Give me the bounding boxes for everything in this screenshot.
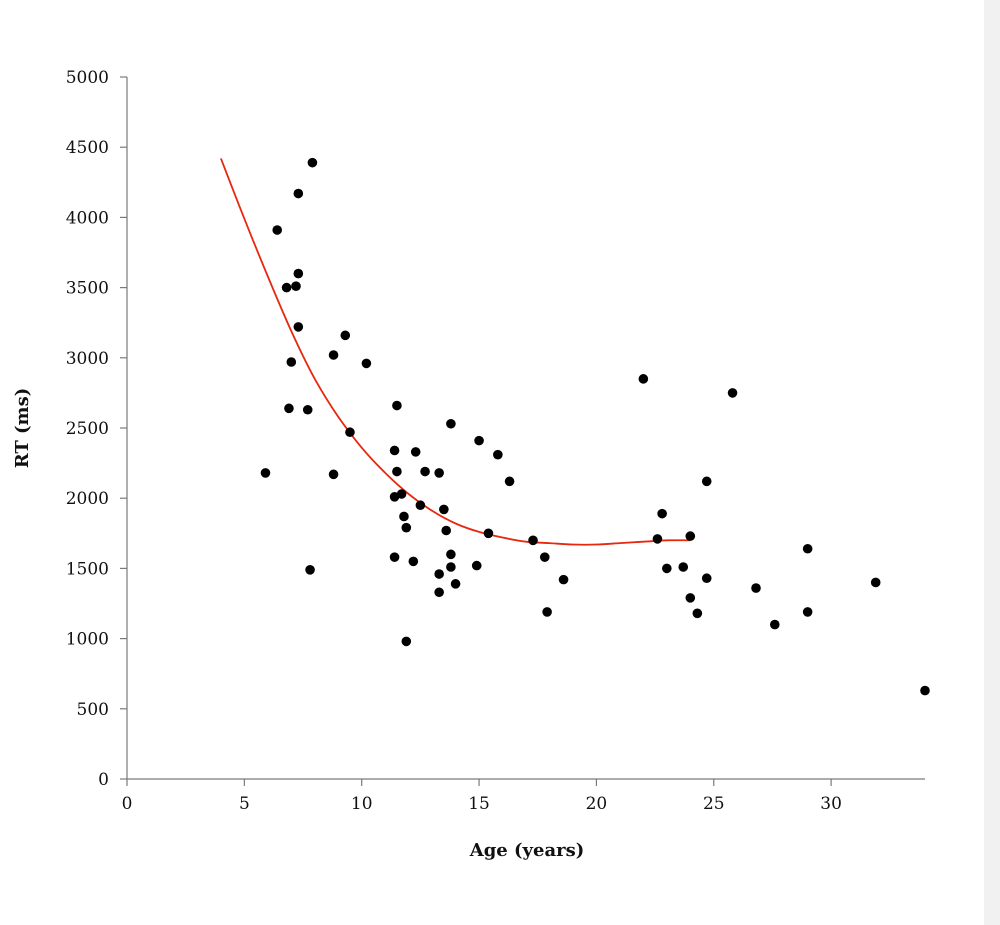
data-point	[415, 500, 426, 511]
y-tick-label: 1500	[66, 559, 109, 579]
y-tick-label: 3000	[66, 349, 109, 369]
data-point	[392, 400, 402, 411]
data-point	[450, 579, 461, 589]
data-point	[692, 608, 703, 619]
data-point	[701, 573, 712, 584]
x-tick-label: 15	[468, 794, 490, 814]
data-point	[389, 445, 400, 456]
data-point	[528, 535, 538, 546]
trend-line-group	[220, 158, 691, 546]
data-point	[392, 466, 402, 477]
data-point	[652, 534, 663, 544]
x-tick-label: 10	[351, 794, 373, 814]
data-point	[286, 357, 297, 367]
data-point	[340, 330, 351, 341]
x-tick-label: 0	[122, 794, 133, 814]
data-point	[328, 350, 339, 360]
y-axis-ticks: 0 500 1000 1500 2000 2500 3000 3500 4000 4500 5000	[66, 68, 127, 790]
data-point	[802, 543, 813, 554]
data-point	[293, 268, 304, 279]
data-point	[399, 511, 409, 522]
data-point	[662, 563, 672, 574]
data-point	[396, 489, 407, 499]
data-point	[685, 593, 696, 603]
data-point	[493, 449, 503, 460]
data-point	[920, 685, 930, 696]
data-point	[305, 565, 315, 575]
data-point	[441, 525, 452, 536]
data-point	[291, 281, 301, 291]
data-point	[483, 528, 494, 539]
data-point	[685, 531, 696, 541]
x-axis-title: Age (years)	[469, 840, 585, 861]
data-point	[558, 574, 569, 585]
data-point	[471, 560, 482, 571]
data-point	[446, 418, 456, 429]
data-point	[434, 468, 444, 478]
data-point	[260, 468, 271, 478]
x-tick-label: 25	[703, 794, 725, 814]
data-point	[638, 374, 649, 384]
y-tick-label: 4000	[66, 208, 109, 228]
data-point	[284, 403, 294, 414]
y-tick-label: 2000	[66, 489, 109, 509]
data-point	[474, 435, 484, 446]
data-point	[539, 552, 550, 562]
data-point	[281, 282, 292, 293]
y-axis-title: RT (ms)	[12, 388, 33, 469]
data-point	[504, 476, 515, 487]
data-point	[678, 562, 689, 572]
y-tick-label: 5000	[66, 68, 109, 88]
data-point	[751, 583, 761, 593]
data-point	[769, 619, 780, 630]
data-point	[345, 427, 355, 438]
data-point	[439, 504, 449, 515]
data-point	[542, 607, 552, 617]
data-point	[446, 562, 456, 572]
data-point	[328, 469, 339, 480]
data-point	[302, 404, 313, 415]
x-tick-label: 30	[820, 794, 842, 814]
trend-line	[220, 158, 691, 546]
x-tick-label: 20	[586, 794, 608, 814]
data-point	[389, 552, 400, 562]
right-edge-strip	[984, 0, 1000, 925]
data-point	[434, 587, 444, 598]
data-point	[408, 556, 419, 567]
x-tick-label: 5	[239, 794, 250, 814]
data-point	[420, 466, 430, 477]
data-point	[272, 225, 283, 235]
data-point	[293, 188, 304, 199]
y-tick-label: 1000	[66, 630, 109, 650]
data-point	[401, 636, 412, 647]
data-point	[401, 522, 412, 533]
data-point	[361, 358, 372, 369]
y-tick-label: 3500	[66, 279, 109, 299]
data-point	[870, 577, 881, 588]
y-tick-label: 500	[77, 700, 109, 720]
data-point	[701, 476, 712, 487]
axes	[126, 77, 925, 780]
data-point	[307, 157, 318, 168]
data-point	[727, 388, 738, 398]
data-point	[434, 569, 444, 579]
y-tick-label: 0	[98, 770, 109, 790]
y-tick-label: 2500	[66, 419, 109, 439]
data-point	[446, 549, 456, 560]
x-axis-ticks: 0 5 10 15 20 25 30	[122, 779, 842, 814]
data-point	[802, 607, 813, 617]
y-tick-label: 4500	[66, 138, 109, 158]
data-point	[657, 508, 667, 519]
data-points	[260, 157, 930, 696]
data-point	[293, 322, 304, 332]
data-point	[410, 447, 421, 457]
